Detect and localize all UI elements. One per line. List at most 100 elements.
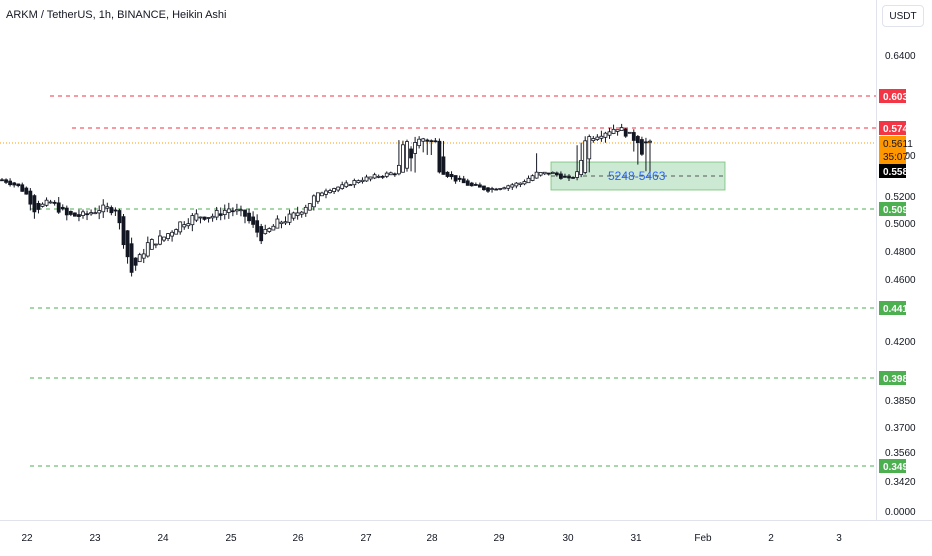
candle-body xyxy=(372,174,377,179)
candle-body xyxy=(583,140,588,173)
support-level-badge xyxy=(879,371,906,385)
time-tick-label: 2 xyxy=(768,533,774,544)
candle-body xyxy=(364,176,369,182)
candle-body xyxy=(595,136,600,140)
candle-body xyxy=(32,195,37,213)
candle-body xyxy=(421,138,426,142)
candle-body xyxy=(433,140,438,143)
price-tick-label: 0.5200 xyxy=(885,192,916,203)
candle-body xyxy=(125,230,130,258)
resistance-level-badge xyxy=(879,121,906,135)
candle-body xyxy=(117,210,122,224)
candle-body xyxy=(482,185,486,191)
candle-body xyxy=(178,221,183,233)
price-tick-label: 0.3420 xyxy=(885,477,916,488)
candle-body xyxy=(214,210,219,218)
candle-body xyxy=(522,181,527,185)
candle-body xyxy=(607,131,612,136)
candle-body xyxy=(384,172,389,177)
candle-body xyxy=(60,206,65,210)
time-scale[interactable]: 22 23 24 25 26 27 28 29 30 31 Feb 2 3 xyxy=(0,520,932,551)
candle-body xyxy=(575,171,579,178)
candle-body xyxy=(109,207,114,214)
candle-body xyxy=(226,208,231,213)
candle-body xyxy=(145,242,150,257)
candle-body xyxy=(52,201,57,204)
candle-body xyxy=(437,140,442,173)
candle-body xyxy=(615,129,620,132)
candle-body xyxy=(465,180,470,186)
candle-body xyxy=(611,128,616,134)
candle-body xyxy=(336,186,341,191)
candle-body xyxy=(153,243,158,246)
candle-body xyxy=(295,212,300,216)
time-tick-label: 30 xyxy=(562,533,574,544)
candle-body xyxy=(85,213,89,216)
candle-body xyxy=(113,209,118,212)
candle-body xyxy=(64,207,69,216)
candle-body xyxy=(263,228,268,235)
candle-body xyxy=(133,257,138,266)
time-tick-label: 28 xyxy=(426,533,438,544)
symbol-title[interactable]: ARKM / TetherUS, 1h, BINANCE, Heikin Ash… xyxy=(6,9,227,21)
candle-body xyxy=(101,204,106,213)
candle-body xyxy=(644,141,648,144)
candle-body xyxy=(234,209,239,212)
candle-body xyxy=(194,213,199,221)
support-level-badge xyxy=(879,459,906,473)
candle-body xyxy=(457,177,462,180)
candle-body xyxy=(307,203,312,211)
candle-body xyxy=(303,206,308,214)
zone-label: 5248-5463 xyxy=(608,169,666,183)
candle-body xyxy=(405,141,409,169)
candle-body xyxy=(255,220,260,233)
price-tick-label: 0.4800 xyxy=(885,247,916,258)
candle-body xyxy=(348,184,353,187)
candle-body xyxy=(486,187,490,192)
candle-body xyxy=(526,177,531,184)
candle-body xyxy=(275,218,280,229)
price-tick-label: 0.3700 xyxy=(885,423,916,434)
candle-body xyxy=(202,216,207,220)
time-tick-label: 23 xyxy=(89,533,101,544)
candle-body xyxy=(137,254,142,263)
candle-body xyxy=(498,188,503,190)
candle-body xyxy=(328,190,332,194)
candle-body xyxy=(356,180,361,184)
candle-body xyxy=(409,148,413,159)
level-badge-label: 0.5743 xyxy=(883,124,914,135)
candle-body xyxy=(271,225,276,231)
candle-body xyxy=(170,231,175,237)
candle-body xyxy=(243,209,247,217)
close-price-label: 0.5585 xyxy=(883,167,914,178)
price-chart[interactable]: 5248-5463 xyxy=(0,0,876,520)
candle-body xyxy=(453,175,458,182)
candle-body xyxy=(401,144,405,173)
chart-pane[interactable]: 5248-5463 ARKM / TetherUS, 1h, BINANCE, … xyxy=(0,0,876,520)
candle-body xyxy=(344,182,349,188)
candle-body xyxy=(571,176,575,179)
candle-body xyxy=(4,179,8,183)
candle-body xyxy=(631,132,636,141)
candle-body xyxy=(12,182,17,186)
candle-body xyxy=(56,202,61,213)
candle-body xyxy=(16,183,21,187)
candle-body xyxy=(510,184,515,188)
candle-body xyxy=(93,212,98,215)
candle-body xyxy=(36,203,41,210)
candle-body xyxy=(554,172,559,176)
price-scale[interactable]: 0.64000.56000.52000.50000.48000.46000.42… xyxy=(876,0,932,520)
candle-body xyxy=(48,201,53,204)
time-tick-label: 24 xyxy=(157,533,169,544)
candle-body xyxy=(396,164,401,175)
currency-button[interactable]: USDT xyxy=(882,5,924,27)
countdown-label: 35:07 xyxy=(883,152,908,163)
candle-body xyxy=(352,180,357,186)
time-tick-label: Feb xyxy=(694,533,712,544)
candle-body xyxy=(518,182,523,185)
candle-body xyxy=(429,140,434,143)
candle-body xyxy=(186,223,191,227)
candle-body xyxy=(158,235,162,245)
price-tick-label: 0.6400 xyxy=(885,51,916,62)
candle-body xyxy=(190,215,195,226)
